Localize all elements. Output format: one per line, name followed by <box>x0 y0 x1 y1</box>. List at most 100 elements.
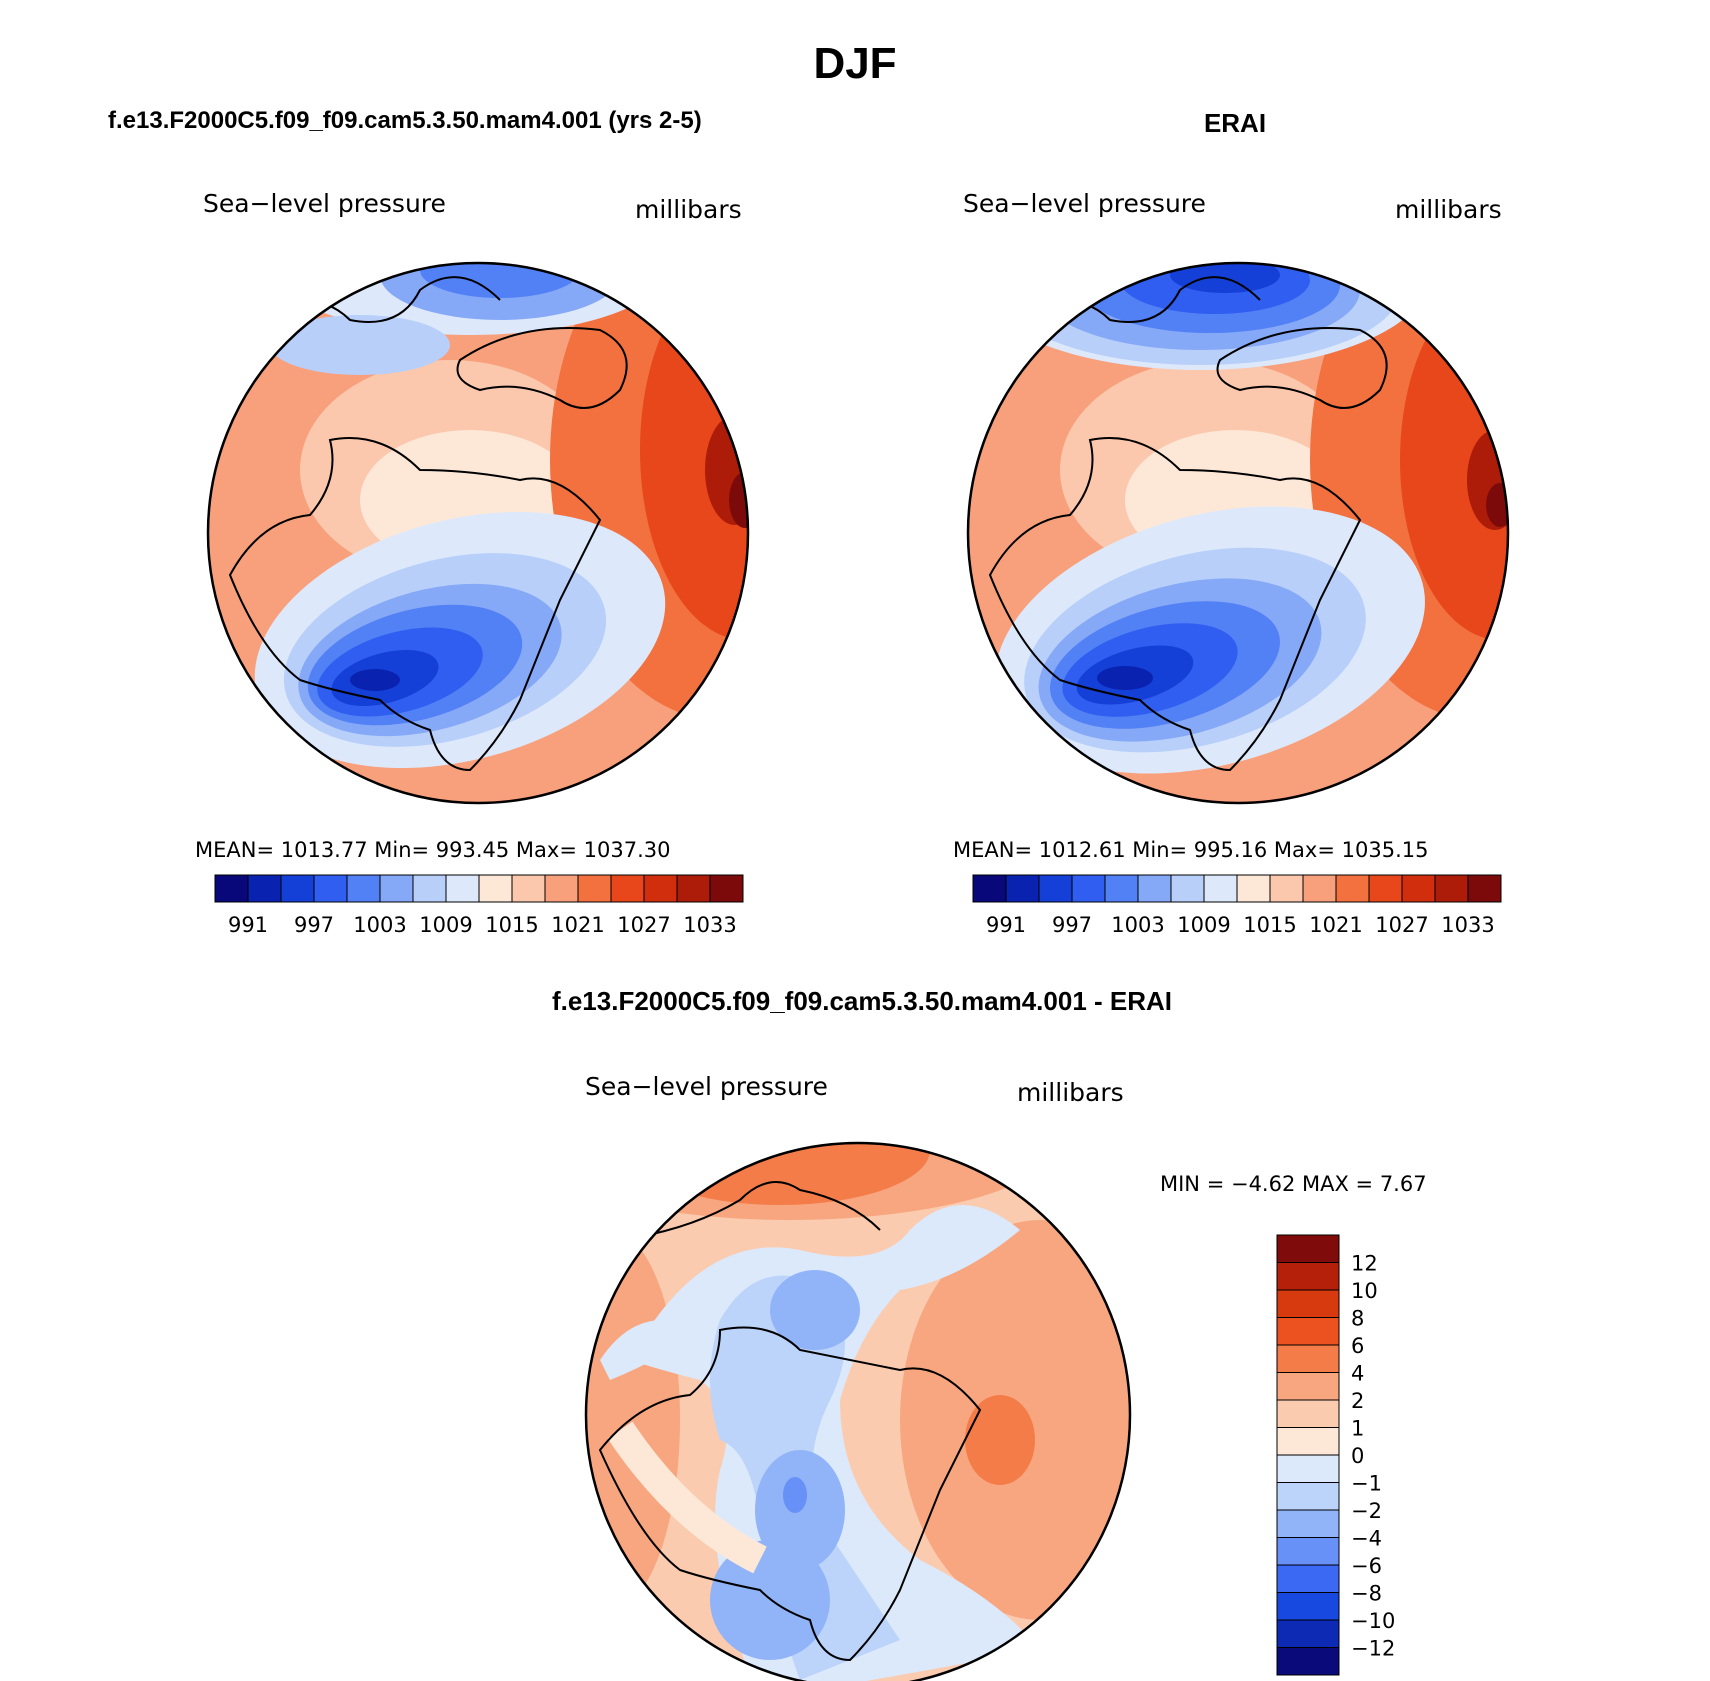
diff-panel-title: f.e13.F2000C5.f09_f09.cam5.3.50.mam4.001… <box>552 986 1172 1016</box>
colorbar-swatch <box>412 874 447 903</box>
colorbar-tick-label: 10 <box>1351 1279 1378 1303</box>
diff-units-label: millibars <box>1017 1078 1124 1107</box>
colorbar-tick-label: 991 <box>986 913 1026 937</box>
colorbar-swatch <box>577 874 612 903</box>
colorbar-swatch <box>1335 874 1370 903</box>
colorbar-tick-label: −8 <box>1351 1582 1382 1606</box>
colorbar-swatch <box>1276 1234 1340 1263</box>
model-stats: MEAN= 1013.77 Min= 993.45 Max= 1037.30 <box>195 838 670 862</box>
colorbar-swatch <box>1276 1399 1340 1428</box>
colorbar-swatch <box>1276 1619 1340 1648</box>
colorbar-swatch <box>445 874 480 903</box>
colorbar-tick-label: 1015 <box>1243 913 1296 937</box>
colorbar-swatch <box>1038 874 1073 903</box>
obs-colorbar: 991 997 1003 1009 1015 1021 1027 1033 <box>972 874 1502 937</box>
colorbar-swatch <box>1276 1564 1340 1593</box>
colorbar-swatch <box>1434 874 1469 903</box>
colorbar-tick-label: 2 <box>1351 1389 1364 1413</box>
colorbar-tick-label: 6 <box>1351 1334 1364 1358</box>
colorbar-tick-label: 4 <box>1351 1362 1364 1386</box>
colorbar-tick-label: 1015 <box>485 913 538 937</box>
model-panel: f.e13.F2000C5.f09_f09.cam5.3.50.mam4.001… <box>108 107 750 937</box>
colorbar-swatch <box>1276 1372 1340 1401</box>
colorbar-swatch <box>1071 874 1106 903</box>
diff-polar-map <box>586 1143 1130 1681</box>
obs-stats: MEAN= 1012.61 Min= 995.16 Max= 1035.15 <box>953 838 1428 862</box>
colorbar-swatch <box>1276 1647 1340 1676</box>
colorbar-tick-label: 1 <box>1351 1417 1364 1441</box>
diff-panel: f.e13.F2000C5.f09_f09.cam5.3.50.mam4.001… <box>552 986 1427 1681</box>
colorbar-swatch <box>1276 1537 1340 1566</box>
colorbar-swatch <box>1236 874 1271 903</box>
colorbar-swatch <box>1170 874 1205 903</box>
obs-variable-label: Sea−level pressure <box>963 189 1206 218</box>
colorbar-tick-label: −4 <box>1351 1527 1382 1551</box>
colorbar-swatch <box>709 874 744 903</box>
colorbar-tick-label: 1033 <box>1441 913 1494 937</box>
colorbar-tick-label: 997 <box>294 913 334 937</box>
colorbar-swatch <box>972 874 1007 903</box>
colorbar-tick-label: 0 <box>1351 1444 1364 1468</box>
colorbar-swatch <box>1276 1427 1340 1456</box>
colorbar-tick-label: 1027 <box>617 913 670 937</box>
colorbar-swatch <box>544 874 579 903</box>
colorbar-swatch <box>346 874 381 903</box>
colorbar-swatch <box>1401 874 1436 903</box>
colorbar-swatch <box>1276 1592 1340 1621</box>
colorbar-swatch <box>280 874 315 903</box>
colorbar-tick-label: 997 <box>1052 913 1092 937</box>
colorbar-swatch <box>247 874 282 903</box>
colorbar-swatch <box>1203 874 1238 903</box>
colorbar-swatch <box>1276 1317 1340 1346</box>
colorbar-tick-label: −1 <box>1351 1472 1382 1496</box>
model-panel-title: f.e13.F2000C5.f09_f09.cam5.3.50.mam4.001… <box>108 107 702 134</box>
colorbar-tick-label: 1021 <box>551 913 604 937</box>
colorbar-swatch <box>1269 874 1304 903</box>
colorbar-swatch <box>214 874 249 903</box>
colorbar-swatch <box>643 874 678 903</box>
colorbar-swatch <box>313 874 348 903</box>
colorbar-tick-label: 12 <box>1351 1252 1378 1276</box>
colorbar-swatch <box>1276 1344 1340 1373</box>
colorbar-swatch <box>1137 874 1172 903</box>
obs-panel-title: ERAI <box>1204 108 1266 138</box>
colorbar-swatch <box>478 874 513 903</box>
colorbar-tick-label: −2 <box>1351 1499 1382 1523</box>
obs-units-label: millibars <box>1395 195 1502 224</box>
colorbar-tick-label: 1009 <box>1177 913 1230 937</box>
model-variable-label: Sea−level pressure <box>203 189 446 218</box>
colorbar-tick-label: 1003 <box>353 913 406 937</box>
diff-minmax: MIN = −4.62 MAX = 7.67 <box>1160 1172 1427 1196</box>
colorbar-tick-label: −12 <box>1351 1637 1395 1661</box>
page-title: DJF <box>813 39 896 88</box>
colorbar-swatch <box>1276 1482 1340 1511</box>
colorbar-tick-label: 8 <box>1351 1307 1364 1331</box>
colorbar-swatch <box>1276 1454 1340 1483</box>
colorbar-tick-label: −6 <box>1351 1554 1382 1578</box>
diff-variable-label: Sea−level pressure <box>585 1072 828 1101</box>
colorbar-tick-label: 991 <box>228 913 268 937</box>
colorbar-swatch <box>1276 1509 1340 1538</box>
colorbar-swatch <box>1302 874 1337 903</box>
model-polar-map <box>208 263 748 803</box>
colorbar-swatch <box>1276 1262 1340 1291</box>
colorbar-tick-label: 1027 <box>1375 913 1428 937</box>
colorbar-swatch <box>1467 874 1502 903</box>
obs-panel: ERAI Sea−level pressure millibars <box>953 108 1510 937</box>
colorbar-swatch <box>511 874 546 903</box>
colorbar-swatch <box>1368 874 1403 903</box>
colorbar-tick-label: 1033 <box>683 913 736 937</box>
colorbar-swatch <box>1276 1289 1340 1318</box>
colorbar-tick-label: −10 <box>1351 1609 1395 1633</box>
colorbar-tick-label: 1021 <box>1309 913 1362 937</box>
colorbar-swatch <box>676 874 711 903</box>
obs-polar-map <box>968 263 1508 803</box>
model-colorbar: 991 997 1003 1009 1015 1021 1027 1033 <box>214 874 744 937</box>
model-units-label: millibars <box>635 195 742 224</box>
colorbar-swatch <box>379 874 414 903</box>
colorbar-tick-label: 1003 <box>1111 913 1164 937</box>
colorbar-swatch <box>1005 874 1040 903</box>
colorbar-tick-label: 1009 <box>419 913 472 937</box>
